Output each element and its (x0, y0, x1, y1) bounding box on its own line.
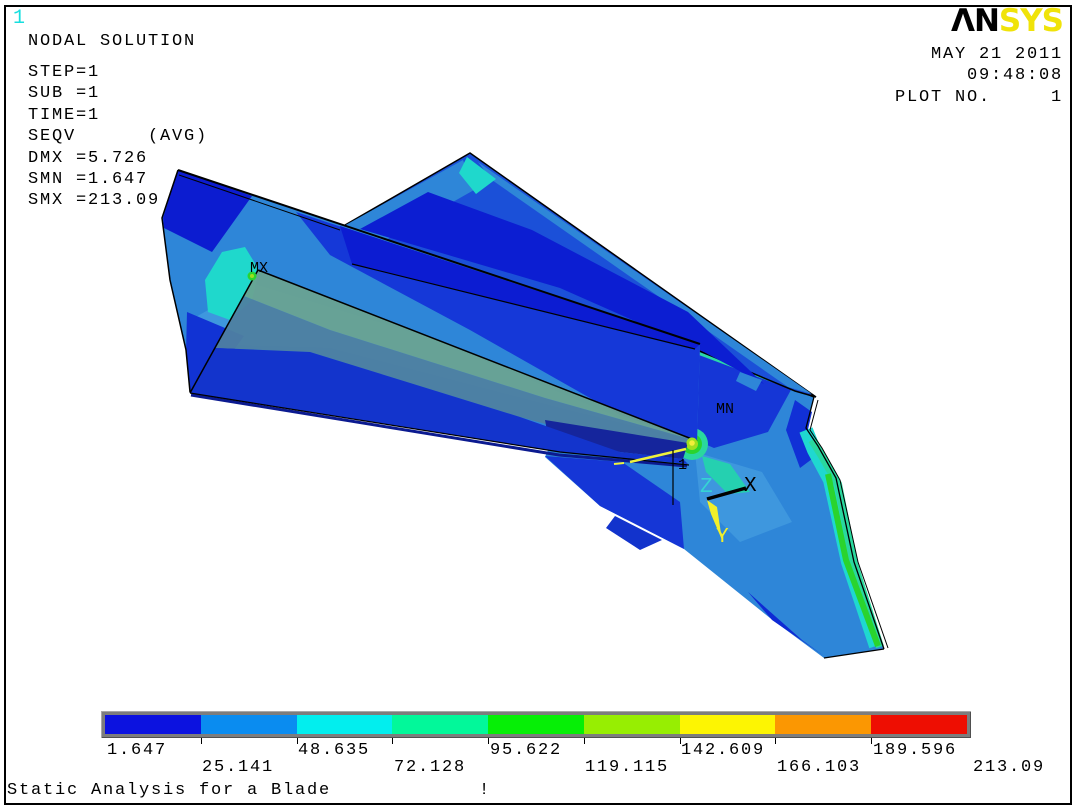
y-axis-label: Y (716, 526, 729, 549)
legend-segment (296, 715, 393, 734)
plot-date: MAY 21 2011 (930, 45, 1063, 64)
plot-frame (4, 5, 1072, 805)
legend-value: 119.115 (585, 758, 670, 777)
legend-value: 25.141 (202, 758, 275, 777)
plot-time: 09:48:08 (966, 66, 1063, 86)
legend-value: 95.622 (490, 741, 563, 760)
entity-number-label: 1 (678, 457, 687, 474)
solution-line-smx: SMX =213.09 (28, 191, 161, 211)
legend-segment (679, 715, 776, 734)
plot-info-block: MAY 21 2011 09:48:08 PLOT NO. 1 (895, 44, 1063, 108)
solution-line-seqv: SEQV (AVG) (28, 127, 209, 147)
contour-legend-bar (105, 715, 968, 734)
transparent-blade-overlay (189, 269, 698, 468)
legend-value: 213.09 (973, 758, 1046, 777)
legend-tick (680, 738, 681, 744)
legend-value: 72.128 (394, 758, 467, 777)
z-axis-label: Z (700, 476, 713, 499)
legend-value: 48.635 (298, 741, 371, 760)
legend-tick (584, 738, 585, 744)
fan-blade-surface (338, 152, 817, 398)
contour-legend (101, 711, 971, 738)
solution-line-time: TIME=1 (28, 105, 101, 125)
solution-line-smn: SMN =1.647 (28, 170, 149, 190)
fan-tip-contour (459, 157, 496, 194)
prompt-marker: ! (479, 781, 492, 800)
ansys-logo-an: ΛN (950, 3, 1000, 39)
legend-segment (775, 715, 872, 734)
solution-title: NODAL SOLUTION (28, 32, 197, 51)
legend-segment (488, 715, 584, 734)
window-number: 1 (13, 7, 26, 30)
y-axis-arrow (707, 500, 722, 540)
legend-value: 166.103 (777, 758, 862, 777)
x-axis-label: X (744, 475, 757, 498)
legend-segment (392, 715, 489, 734)
mn-label: MN (716, 401, 734, 418)
mx-label: MX (250, 260, 268, 277)
legend-segment (871, 715, 968, 734)
solution-line-dmx: DMX =5.726 (28, 148, 149, 168)
x-axis-arrow (706, 486, 747, 501)
triad: 1 X Y Z (672, 450, 757, 549)
legend-value: 142.609 (681, 741, 766, 760)
legend-segment (105, 715, 201, 734)
solution-line-sub: SUB =1 (28, 84, 101, 104)
solution-line-step: STEP=1 (28, 63, 101, 82)
legend-tick (297, 738, 298, 744)
legend-segment (583, 715, 680, 734)
legend-value: 1.647 (107, 741, 168, 760)
legend-tick (871, 738, 872, 744)
analysis-title: Static Analysis for a Blade (7, 781, 332, 800)
ansys-logo: ΛNSYS (950, 3, 1064, 39)
solution-info-block: STEP=1 SUB =1 TIME=1 SEQV (AVG) DMX =5.7… (28, 62, 208, 212)
legend-tick (488, 738, 489, 744)
legend-value: 189.596 (873, 741, 958, 760)
legend-tick (201, 738, 202, 744)
legend-tick (392, 738, 393, 744)
ansys-logo-sys: SYS (998, 3, 1064, 39)
legend-tick (775, 738, 776, 744)
edge-highlight (629, 447, 687, 464)
plot-number: PLOT NO. 1 (894, 87, 1063, 107)
legend-segment (200, 715, 297, 734)
